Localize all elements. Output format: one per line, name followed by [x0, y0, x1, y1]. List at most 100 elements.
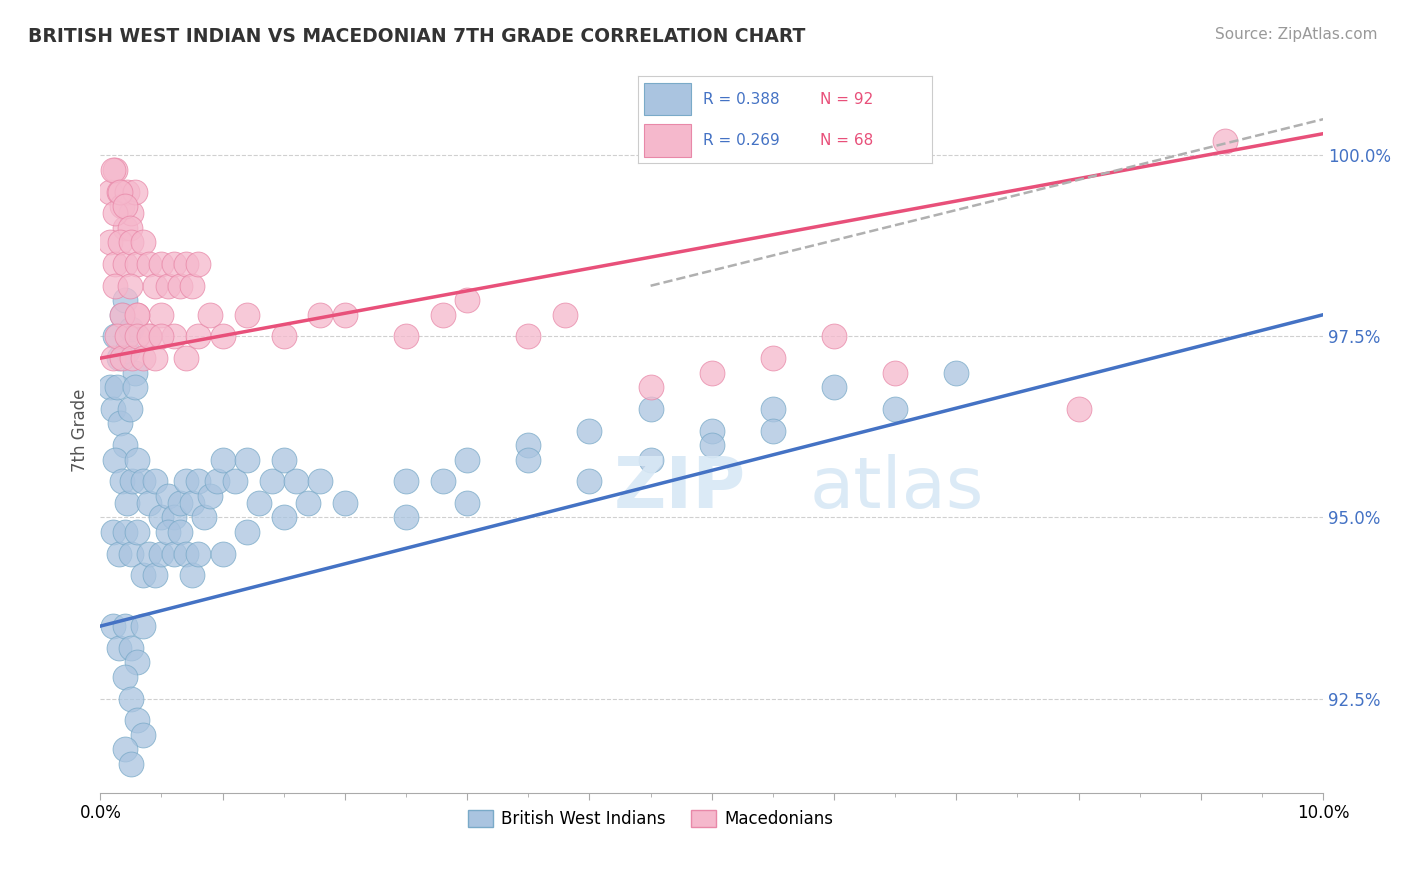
Point	[104, 162, 127, 177]
Point	[101, 401, 124, 416]
Point	[432, 475, 454, 489]
Point	[120, 691, 142, 706]
Point	[762, 351, 785, 366]
Point	[200, 308, 222, 322]
Point	[156, 524, 179, 539]
Point	[187, 547, 209, 561]
Point	[111, 199, 134, 213]
Point	[181, 278, 204, 293]
Point	[884, 366, 907, 380]
Point	[107, 329, 129, 343]
Point	[104, 452, 127, 467]
Point	[884, 401, 907, 416]
Point	[174, 351, 197, 366]
Point	[211, 452, 233, 467]
Point	[117, 329, 139, 343]
Point	[138, 329, 160, 343]
Point	[395, 329, 418, 343]
Point	[640, 452, 662, 467]
Point	[181, 496, 204, 510]
Point	[700, 366, 723, 380]
Point	[120, 235, 142, 250]
Point	[297, 496, 319, 510]
Point	[823, 329, 845, 343]
Text: ZIP: ZIP	[614, 454, 747, 523]
Point	[107, 640, 129, 655]
Point	[111, 351, 134, 366]
Point	[114, 220, 136, 235]
Point	[108, 417, 131, 431]
Point	[169, 496, 191, 510]
Point	[150, 257, 173, 271]
Point	[120, 206, 142, 220]
Point	[640, 401, 662, 416]
Point	[309, 308, 332, 322]
Point	[181, 568, 204, 582]
Point	[273, 510, 295, 524]
Point	[193, 510, 215, 524]
Point	[138, 547, 160, 561]
Point	[124, 185, 146, 199]
Point	[114, 619, 136, 633]
Point	[578, 475, 600, 489]
Point	[120, 640, 142, 655]
Point	[236, 308, 259, 322]
Point	[114, 199, 136, 213]
Point	[114, 670, 136, 684]
Point	[156, 278, 179, 293]
Point	[132, 475, 155, 489]
Point	[114, 742, 136, 756]
Point	[114, 524, 136, 539]
Point	[117, 185, 139, 199]
Point	[104, 206, 127, 220]
Point	[1213, 134, 1236, 148]
Point	[309, 475, 332, 489]
Point	[107, 380, 129, 394]
Point	[145, 351, 167, 366]
Point	[114, 257, 136, 271]
Point	[211, 547, 233, 561]
Point	[104, 329, 127, 343]
Point	[395, 475, 418, 489]
Point	[163, 329, 186, 343]
Point	[98, 185, 121, 199]
Point	[118, 278, 141, 293]
Point	[104, 278, 127, 293]
Point	[108, 185, 131, 199]
Point	[125, 257, 148, 271]
Point	[517, 329, 540, 343]
Point	[132, 568, 155, 582]
Point	[578, 424, 600, 438]
Point	[205, 475, 228, 489]
Point	[224, 475, 246, 489]
Point	[395, 510, 418, 524]
Point	[174, 257, 197, 271]
Point	[150, 329, 173, 343]
Point	[273, 452, 295, 467]
Point	[145, 475, 167, 489]
Point	[125, 308, 148, 322]
Point	[125, 713, 148, 727]
Point	[117, 343, 139, 358]
Point	[187, 329, 209, 343]
Point	[945, 366, 967, 380]
Point	[169, 278, 191, 293]
Point	[145, 278, 167, 293]
Point	[98, 235, 121, 250]
Legend: British West Indians, Macedonians: British West Indians, Macedonians	[461, 804, 839, 835]
Text: BRITISH WEST INDIAN VS MACEDONIAN 7TH GRADE CORRELATION CHART: BRITISH WEST INDIAN VS MACEDONIAN 7TH GR…	[28, 27, 806, 45]
Point	[125, 524, 148, 539]
Point	[107, 185, 129, 199]
Point	[187, 475, 209, 489]
Point	[150, 510, 173, 524]
Point	[101, 351, 124, 366]
Point	[145, 568, 167, 582]
Text: Source: ZipAtlas.com: Source: ZipAtlas.com	[1215, 27, 1378, 42]
Point	[187, 257, 209, 271]
Point	[111, 308, 134, 322]
Point	[247, 496, 270, 510]
Point	[98, 380, 121, 394]
Point	[111, 475, 134, 489]
Point	[174, 475, 197, 489]
Point	[333, 308, 356, 322]
